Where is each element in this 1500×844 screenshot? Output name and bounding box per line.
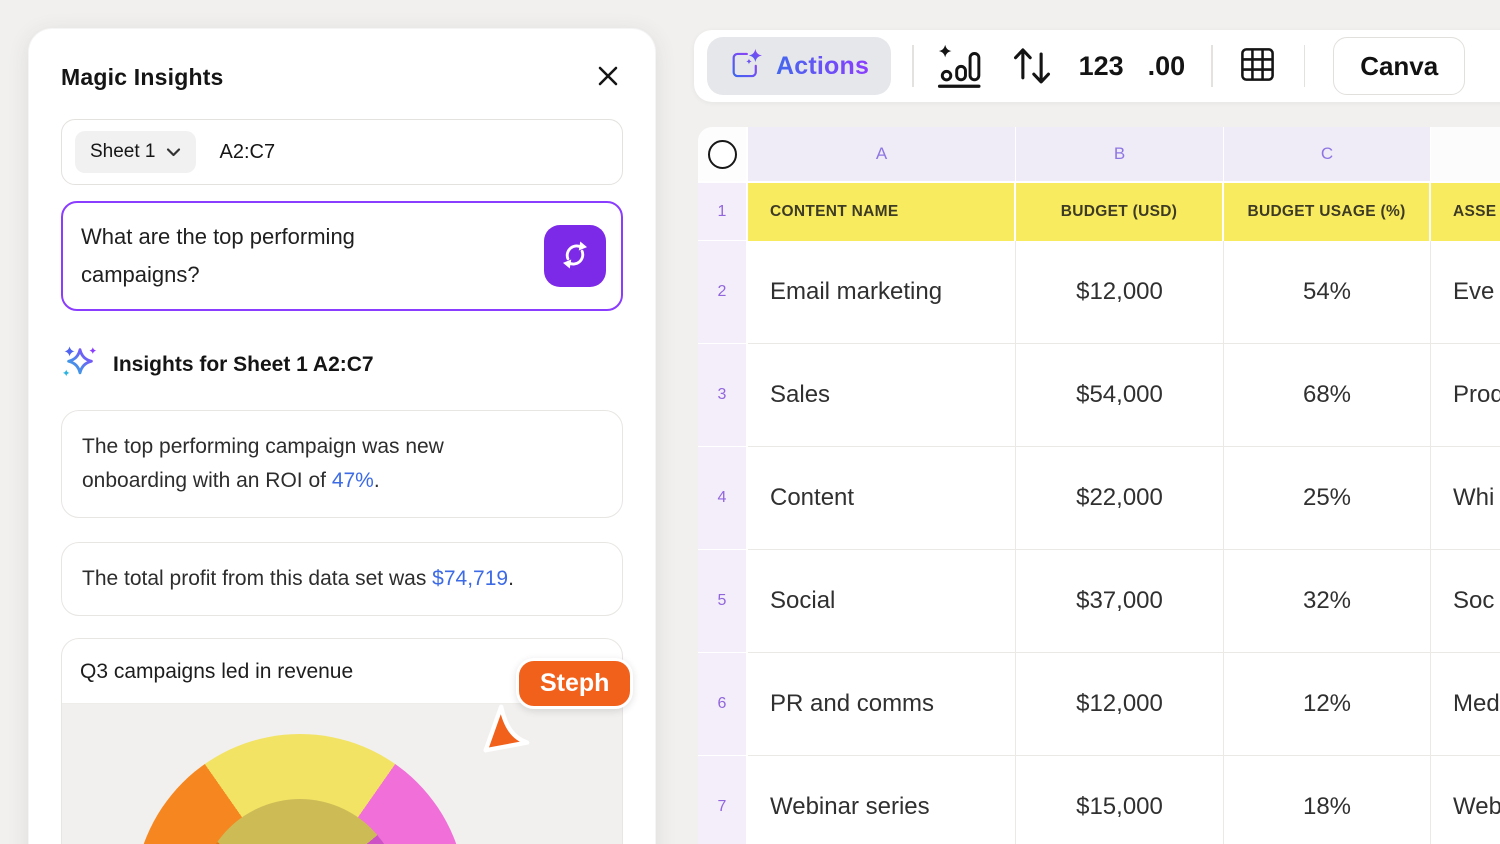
sparkle-icon (61, 343, 99, 386)
column-header-b[interactable]: B (1016, 127, 1224, 183)
magic-insights-panel: Magic Insights Sheet 1 A2:C7 What are th… (28, 28, 656, 844)
cursor-arrow-icon (476, 700, 534, 763)
column-header-d-empty (1431, 127, 1500, 183)
cell-a3[interactable]: Sales (748, 344, 1016, 447)
select-all-circle-icon (707, 139, 737, 169)
number-format-button[interactable]: 123 (1078, 50, 1124, 81)
collaborator-name-badge: Steph (516, 658, 634, 709)
cell-c4[interactable]: 25% (1224, 447, 1431, 550)
insights-header: Insights for Sheet 1 A2:C7 (113, 352, 374, 376)
cell-a4[interactable]: Content (748, 447, 1016, 550)
insight-card-roi[interactable]: The top performing campaign was new onbo… (61, 410, 623, 518)
insight-highlight: $74,719 (432, 567, 509, 590)
cell-b3[interactable]: $54,000 (1016, 344, 1224, 447)
toolbar-divider (1303, 45, 1306, 87)
actions-button-label: Actions (776, 51, 870, 80)
cell-c3[interactable]: 68% (1224, 344, 1431, 447)
cell-c6[interactable]: 12% (1224, 653, 1431, 756)
sort-button[interactable] (1011, 41, 1053, 92)
range-selector: Sheet 1 A2:C7 (61, 119, 623, 185)
column-header-c[interactable]: C (1224, 127, 1431, 183)
spreadsheet: A B C 1 CONTENT NAME BUDGET (USD) BUDGET… (698, 127, 1500, 844)
chevron-down-icon (166, 141, 181, 163)
cell-d4[interactable]: Whi (1431, 447, 1500, 550)
cell-c5[interactable]: 32% (1224, 550, 1431, 653)
cell-b7[interactable]: $15,000 (1016, 756, 1224, 844)
row-number[interactable]: 2 (698, 241, 748, 344)
row-number[interactable]: 7 (698, 756, 748, 844)
cell-b6[interactable]: $12,000 (1016, 653, 1224, 756)
toolbar: Actions (694, 30, 1500, 102)
actions-magic-table-icon (729, 48, 763, 85)
refresh-icon (557, 237, 593, 276)
panel-title: Magic Insights (61, 63, 224, 90)
header-cell-content-name[interactable]: CONTENT NAME (748, 183, 1016, 241)
sort-arrows-icon (1011, 41, 1053, 92)
cell-a7[interactable]: Webinar series (748, 756, 1016, 844)
toolbar-divider (1211, 45, 1213, 87)
cell-a5[interactable]: Social (748, 550, 1016, 653)
insight-card-profit[interactable]: The total profit from this data set was … (61, 542, 623, 616)
canva-button[interactable]: Canva (1333, 37, 1466, 95)
insight-highlight: 47% (331, 469, 374, 492)
sheet-dropdown-label: Sheet 1 (90, 141, 156, 162)
cell-a2[interactable]: Email marketing (748, 241, 1016, 344)
close-button[interactable] (593, 62, 623, 92)
cell-d7[interactable]: Web (1431, 756, 1500, 844)
question-text: What are the top performing campaigns? (81, 224, 355, 287)
pie-chart (62, 703, 622, 844)
magic-chart-button[interactable] (935, 40, 983, 93)
row-number[interactable]: 6 (698, 653, 748, 756)
header-cell-budget-usage[interactable]: BUDGET USAGE (%) (1224, 183, 1431, 241)
magic-chart-icon (935, 40, 983, 93)
row-number[interactable]: 3 (698, 344, 748, 447)
cell-d2[interactable]: Eve (1431, 241, 1500, 344)
column-header-a[interactable]: A (748, 127, 1016, 183)
cell-b5[interactable]: $37,000 (1016, 550, 1224, 653)
select-all-cell[interactable] (698, 127, 748, 183)
toolbar-divider (912, 45, 914, 87)
cell-c2[interactable]: 54% (1224, 241, 1431, 344)
range-input[interactable]: A2:C7 (219, 140, 276, 163)
row-number[interactable]: 1 (698, 183, 748, 241)
row-number[interactable]: 4 (698, 447, 748, 550)
collaborator-cursor: Steph (470, 650, 670, 770)
actions-button[interactable]: Actions (707, 37, 892, 95)
header-cell-budget[interactable]: BUDGET (USD) (1016, 183, 1224, 241)
cell-c7[interactable]: 18% (1224, 756, 1431, 844)
regenerate-button[interactable] (544, 225, 606, 287)
close-icon (595, 63, 621, 92)
insight-text: The total profit from this data set was … (82, 567, 514, 590)
row-number[interactable]: 5 (698, 550, 748, 653)
cell-d5[interactable]: Soc (1431, 550, 1500, 653)
cell-d6[interactable]: Med (1431, 653, 1500, 756)
table-grid-icon (1239, 46, 1276, 86)
chart-title: Q3 campaigns led in revenue (80, 660, 354, 683)
insight-text: The top performing campaign was new onbo… (82, 435, 444, 492)
question-input[interactable]: What are the top performing campaigns? (61, 201, 623, 311)
borders-button[interactable] (1239, 46, 1276, 86)
cell-d3[interactable]: Prod (1431, 344, 1500, 447)
sheet-dropdown[interactable]: Sheet 1 (75, 131, 196, 173)
insight-chart-card[interactable]: Q3 campaigns led in revenue (61, 638, 623, 844)
cell-b2[interactable]: $12,000 (1016, 241, 1224, 344)
decimal-format-button[interactable]: .00 (1147, 50, 1186, 81)
cell-b4[interactable]: $22,000 (1016, 447, 1224, 550)
cell-a6[interactable]: PR and comms (748, 653, 1016, 756)
header-cell-assets[interactable]: ASSE (1431, 183, 1500, 241)
